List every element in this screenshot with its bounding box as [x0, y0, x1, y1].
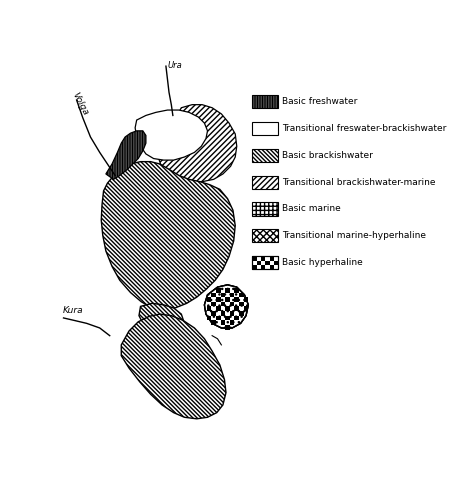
Bar	[230, 320, 234, 325]
Bar	[239, 302, 244, 306]
Bar	[252, 176, 278, 188]
Bar	[216, 297, 220, 302]
Bar	[220, 302, 225, 306]
Bar	[234, 306, 239, 311]
Polygon shape	[139, 304, 184, 334]
Text: Basic freshwater: Basic freshwater	[282, 96, 358, 106]
Bar	[244, 297, 249, 302]
Bar	[216, 288, 220, 292]
Bar	[252, 94, 278, 108]
Bar	[261, 265, 265, 270]
Text: Kura: Kura	[63, 306, 83, 314]
Polygon shape	[101, 162, 235, 310]
Bar	[239, 292, 244, 297]
Text: Transitional marine-hyperhaline: Transitional marine-hyperhaline	[282, 232, 426, 240]
Bar	[225, 306, 230, 311]
Bar	[207, 297, 212, 302]
Bar	[274, 260, 278, 265]
Bar	[220, 292, 225, 297]
Polygon shape	[205, 285, 249, 328]
Polygon shape	[106, 131, 146, 180]
Text: Basic brackishwater: Basic brackishwater	[282, 150, 373, 160]
Text: Volga: Volga	[71, 92, 90, 118]
Bar	[230, 292, 234, 297]
Bar	[212, 302, 216, 306]
Bar	[212, 311, 216, 316]
Bar	[252, 202, 278, 215]
Text: Transitional brackishwater-marine: Transitional brackishwater-marine	[282, 178, 436, 186]
Bar	[252, 230, 278, 242]
Bar	[230, 311, 234, 316]
Bar	[256, 260, 261, 265]
Bar	[270, 256, 274, 260]
Text: Transitional freswater-brackishwater: Transitional freswater-brackishwater	[282, 124, 446, 132]
Bar	[212, 320, 216, 325]
Bar	[252, 265, 256, 270]
Bar	[225, 297, 230, 302]
Text: Basic marine: Basic marine	[282, 204, 341, 214]
Polygon shape	[205, 285, 249, 328]
Bar	[234, 316, 239, 320]
Bar	[225, 288, 230, 292]
Bar	[230, 302, 234, 306]
Polygon shape	[158, 104, 237, 182]
Bar	[239, 311, 244, 316]
Bar	[252, 148, 278, 162]
Text: Ura: Ura	[168, 60, 182, 70]
Bar	[220, 320, 225, 325]
Text: Basic hyperhaline: Basic hyperhaline	[282, 258, 363, 268]
Bar	[252, 256, 256, 260]
Bar	[225, 316, 230, 320]
Bar	[270, 265, 274, 270]
Bar	[216, 306, 220, 311]
Bar	[244, 306, 249, 311]
Bar	[207, 306, 212, 311]
Polygon shape	[135, 110, 207, 160]
Bar	[252, 256, 278, 270]
Bar	[207, 316, 212, 320]
Bar	[216, 316, 220, 320]
Bar	[265, 260, 270, 265]
Polygon shape	[121, 314, 226, 419]
Bar	[261, 256, 265, 260]
Bar	[234, 288, 239, 292]
Bar	[252, 256, 278, 270]
Bar	[234, 297, 239, 302]
Bar	[220, 311, 225, 316]
Bar	[252, 122, 278, 134]
Bar	[212, 292, 216, 297]
Bar	[225, 325, 230, 330]
